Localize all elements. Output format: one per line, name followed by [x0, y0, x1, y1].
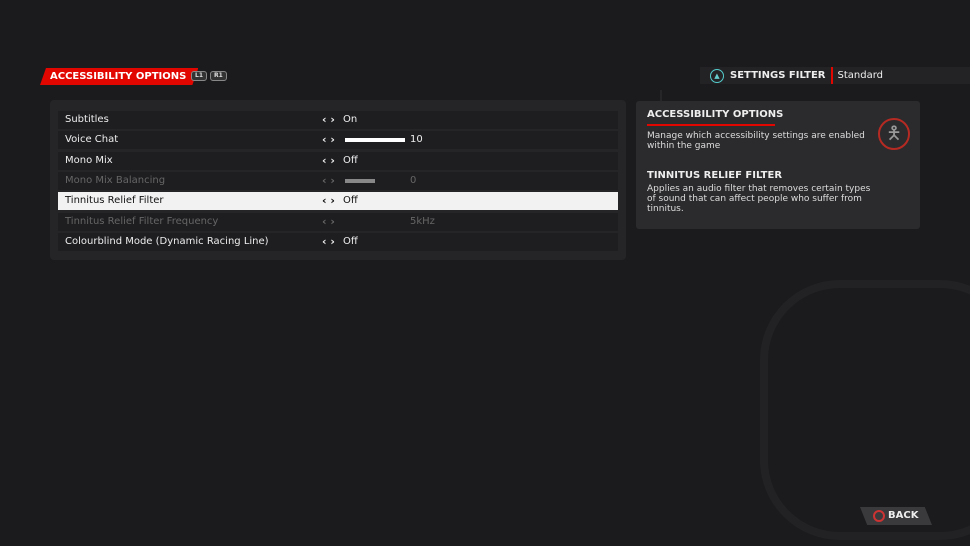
setting-row[interactable]: Colourblind Mode (Dynamic Racing Line) ‹… — [58, 232, 618, 251]
divider — [830, 67, 833, 84]
setting-row[interactable]: Tinnitus Relief Filter Frequency ‹ › 5kHz — [58, 212, 618, 231]
setting-value: 10 — [410, 134, 423, 146]
info-item-desc: Applies an audio filter that removes cer… — [647, 184, 871, 214]
setting-slider[interactable] — [345, 138, 405, 143]
setting-value: Off — [343, 195, 358, 207]
settings-filter-value: Standard — [837, 70, 884, 81]
info-section-title: ACCESSIBILITY OPTIONS — [647, 109, 784, 120]
setting-slider[interactable] — [345, 178, 405, 183]
l1-button[interactable]: L1 — [191, 71, 207, 81]
setting-value: On — [343, 114, 358, 125]
back-label: BACK — [888, 510, 919, 521]
setting-row[interactable]: Voice Chat ‹ › 10 — [58, 131, 618, 150]
info-panel: ACCESSIBILITY OPTIONS Manage which acces… — [636, 101, 920, 229]
accessibility-icon: 🯅 — [878, 118, 910, 150]
setting-row[interactable]: Subtitles ‹ › On — [58, 111, 618, 129]
circle-icon — [873, 510, 885, 522]
info-section-desc: Manage which accessibility settings are … — [647, 131, 865, 151]
arrows-icon[interactable]: ‹ › — [322, 214, 335, 228]
setting-row[interactable]: Tinnitus Relief Filter ‹ › Off — [58, 192, 618, 211]
setting-name: Tinnitus Relief Filter — [65, 195, 164, 207]
setting-name: Colourblind Mode (Dynamic Racing Line) — [65, 235, 269, 247]
arrows-icon[interactable]: ‹ › — [322, 113, 335, 126]
back-button[interactable]: BACK — [860, 507, 932, 525]
info-item-title: TINNITUS RELIEF FILTER — [647, 170, 783, 181]
settings-filter[interactable]: ▲ SETTINGS FILTER Standard — [700, 67, 970, 84]
setting-value: Off — [343, 235, 358, 247]
setting-name: Subtitles — [65, 114, 109, 125]
triangle-icon: ▲ — [710, 68, 724, 83]
setting-value: 0 — [410, 174, 417, 186]
title-underline — [647, 124, 775, 126]
setting-name: Voice Chat — [65, 134, 119, 146]
setting-row[interactable]: Mono Mix Balancing ‹ › 0 — [58, 171, 618, 190]
page-title: ACCESSIBILITY OPTIONS — [40, 68, 198, 85]
r1-button[interactable]: R1 — [210, 71, 227, 81]
arrows-icon[interactable]: ‹ › — [322, 173, 335, 187]
setting-name: Mono Mix Balancing — [65, 174, 166, 186]
settings-list: Subtitles ‹ › On Voice Chat ‹ › 10 Mono Mix… — [50, 100, 626, 260]
arrows-icon[interactable]: ‹ › — [322, 133, 335, 147]
setting-value: Off — [343, 154, 358, 166]
arrows-icon[interactable]: ‹ › — [322, 194, 335, 208]
setting-name: Tinnitus Relief Filter Frequency — [65, 215, 219, 227]
setting-value: 5kHz — [410, 215, 435, 227]
setting-row[interactable]: Mono Mix ‹ › Off — [58, 151, 618, 170]
setting-name: Mono Mix — [65, 154, 113, 166]
settings-filter-label: SETTINGS FILTER — [730, 70, 826, 81]
arrows-icon[interactable]: ‹ › — [322, 234, 335, 248]
arrows-icon[interactable]: ‹ › — [322, 153, 335, 167]
